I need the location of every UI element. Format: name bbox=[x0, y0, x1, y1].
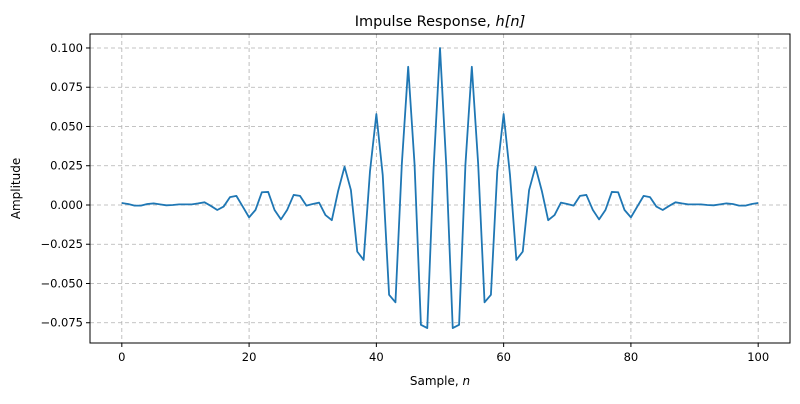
x-tick-label: 60 bbox=[496, 350, 511, 364]
chart-title: Impulse Response, h[n] bbox=[355, 14, 525, 30]
y-tick-label: 0.050 bbox=[50, 119, 83, 133]
x-tick-label: 40 bbox=[369, 350, 384, 364]
x-axis-ticks: 0 20 40 60 80 100 bbox=[118, 343, 769, 364]
y-tick-label: −0.075 bbox=[40, 316, 83, 330]
xlabel-text: Sample, bbox=[410, 374, 463, 388]
axes-frame bbox=[89, 33, 791, 344]
y-axis-ticks: −0.075 −0.050 −0.025 0.000 0.025 0.050 0.075 0.… bbox=[40, 41, 90, 330]
data-series bbox=[121, 47, 759, 329]
y-tick-label: 0.075 bbox=[50, 80, 83, 94]
xlabel-math: n bbox=[463, 374, 471, 388]
x-axis-label: Sample, n bbox=[410, 374, 470, 388]
y-tick-label: −0.050 bbox=[40, 276, 83, 290]
x-tick-label: 20 bbox=[242, 350, 257, 364]
x-tick-label: 0 bbox=[118, 350, 125, 364]
y-tick-label: 0.000 bbox=[50, 198, 83, 212]
title-math: h[n] bbox=[496, 14, 526, 30]
x-tick-label: 100 bbox=[747, 350, 769, 364]
title-text: Impulse Response, bbox=[355, 14, 496, 30]
y-tick-label: 0.100 bbox=[50, 41, 83, 55]
y-tick-label: 0.025 bbox=[50, 159, 83, 173]
y-tick-label: −0.025 bbox=[40, 237, 83, 251]
y-axis-label: Amplitude bbox=[9, 158, 23, 220]
impulse-response-line bbox=[121, 47, 759, 329]
x-tick-label: 80 bbox=[624, 350, 639, 364]
